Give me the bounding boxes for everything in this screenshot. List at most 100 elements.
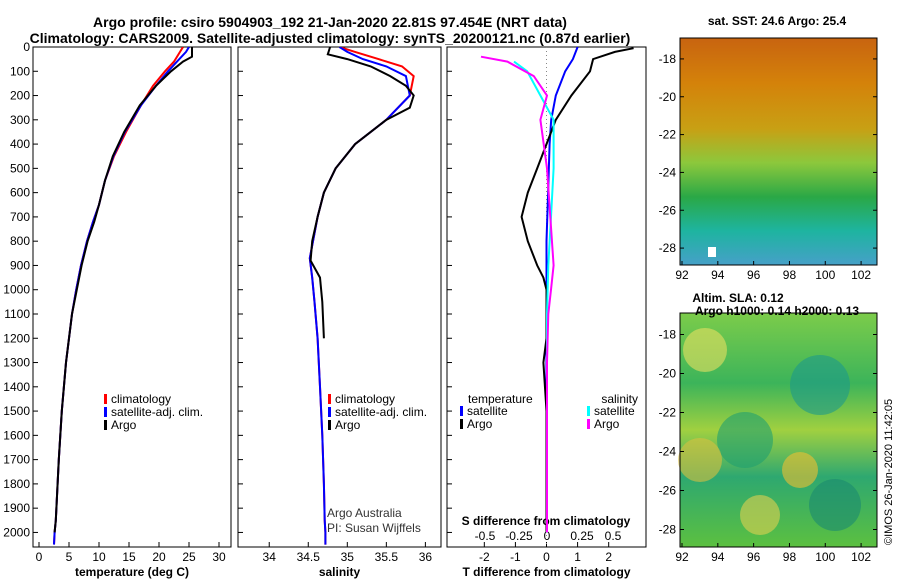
credit-line2: PI: Susan Wijffels (327, 521, 421, 535)
x-tick-label: 20 (152, 550, 166, 564)
plot-frame (237, 46, 442, 548)
x-tick-label: 0 (36, 550, 43, 564)
map-y-tick-label: -18 (659, 328, 677, 342)
depth-tick-label: 1700 (3, 453, 30, 467)
map-frame (679, 37, 878, 266)
depth-tick-label: 800 (10, 234, 30, 248)
map-field (680, 38, 877, 265)
salinity-panel: 34 34.5 35 35.5 36 salinity climatologysatelli… (237, 46, 442, 579)
map-x-tick-label: 92 (675, 268, 689, 282)
depth-tick-label: 1600 (3, 428, 30, 442)
legend-swatch (460, 419, 463, 429)
map-y-tick-label: -26 (659, 484, 677, 498)
depth-tick-label: 600 (10, 186, 30, 200)
map-frame (679, 312, 878, 548)
x-tick-label: 1 (574, 550, 581, 564)
map-x-tick-label: 100 (815, 268, 835, 282)
legend-temp-title: temperature (468, 392, 533, 406)
map-x-tick-label: 98 (783, 268, 797, 282)
depth-tick-label: 1500 (3, 404, 30, 418)
x-tick-label: 36 (419, 550, 433, 564)
x-tick-label: 5 (66, 550, 73, 564)
map-x-tick-label: 96 (747, 268, 761, 282)
x-axis-label: temperature (deg C) (75, 565, 189, 579)
legend-sal-sat: satellite (594, 404, 635, 418)
map-x-tick-label: 96 (747, 550, 761, 564)
depth-tick-label: 1900 (3, 501, 30, 515)
map-x-tick-label: 100 (815, 550, 835, 564)
x-tick-label: 15 (122, 550, 136, 564)
legend-sal-title: salinity (601, 392, 638, 406)
map-x-tick-label: 102 (851, 268, 871, 282)
map-x-tick-label: 102 (851, 550, 871, 564)
sla-blob (740, 495, 780, 535)
series-line-argo (53, 47, 193, 533)
x-tick-label: -1 (510, 550, 521, 564)
series-line-climatology (308, 47, 415, 545)
legend-label: satellite-adj. clim. (111, 405, 203, 419)
s-tick-label: 0 (544, 529, 551, 543)
depth-tick-label: 100 (10, 64, 30, 78)
sla-map-subtitle: Argo h1000: 0.14 h2000: 0.13 (695, 304, 859, 318)
x-axis-label: T difference from climatology (462, 565, 630, 579)
depth-tick-label: 1800 (3, 477, 30, 491)
series-line-temperature-argo (520, 47, 634, 533)
plot-frame (32, 46, 232, 548)
map-y-tick-label: -24 (659, 445, 677, 459)
map-y-tick-label: -18 (659, 52, 677, 66)
x-axis-label: salinity (319, 565, 361, 579)
legend-label: climatology (335, 392, 395, 406)
legend-swatch (587, 419, 590, 429)
series-line-satellite-adj-clim- (308, 47, 411, 545)
map-y-tick-label: -26 (659, 203, 677, 217)
depth-tick-label: 700 (10, 210, 30, 224)
sla-blob (717, 412, 773, 468)
legend-temp-sat: satellite (467, 404, 508, 418)
depth-tick-label: 1000 (3, 283, 30, 297)
legend-swatch (104, 394, 107, 404)
difference-panel: -2 -1 0 1 2-0.5 -0.25 0 0.25 0.5S difference fro… (446, 46, 647, 579)
depth-tick-label: 0 (23, 40, 30, 54)
x-tick-label: 25 (182, 550, 196, 564)
depth-tick-label: 1300 (3, 356, 30, 370)
depth-tick-label: 300 (10, 113, 30, 127)
s-tick-label: -0.25 (505, 529, 533, 543)
legend-label: Argo (111, 418, 137, 432)
s-tick-label: 0.5 (605, 529, 622, 543)
map-x-tick-label: 94 (711, 268, 725, 282)
x-tick-label: 2 (605, 550, 612, 564)
legend-label: satellite-adj. clim. (335, 405, 427, 419)
legend-swatch (328, 394, 331, 404)
page-title-line2: Climatology: CARS2009. Satellite-adjuste… (29, 30, 631, 46)
depth-tick-label: 200 (10, 89, 30, 103)
legend-swatch (587, 406, 590, 416)
series-line-satellite-adj-clim- (53, 47, 190, 545)
legend-temp-argo: Argo (467, 417, 493, 431)
map-y-tick-label: -22 (659, 128, 677, 142)
depth-tick-label: 1100 (4, 307, 30, 321)
sla-blob (683, 328, 727, 372)
x-tick-label: 10 (92, 550, 106, 564)
map-y-tick-label: -22 (659, 406, 677, 420)
legend-swatch (104, 420, 107, 430)
s-tick-label: -0.5 (475, 529, 496, 543)
map-x-tick-label: 94 (711, 550, 725, 564)
depth-tick-label: 2000 (3, 525, 30, 539)
credit-line1: Argo Australia (327, 506, 402, 520)
x-tick-label: 0 (543, 550, 550, 564)
map-x-tick-label: 98 (783, 550, 797, 564)
page-title-line1: Argo profile: csiro 5904903_192 21-Jan-2… (93, 14, 567, 30)
sla-blob (809, 479, 861, 531)
legend-label: climatology (111, 392, 171, 406)
legend-sal-argo: Argo (594, 417, 620, 431)
argo-marker (708, 247, 716, 257)
sla-blob (782, 452, 818, 488)
depth-tick-label: 1400 (3, 380, 30, 394)
map-y-tick-label: -24 (659, 165, 677, 179)
x-tick-label: 30 (212, 550, 226, 564)
x-tick-label: -2 (479, 550, 490, 564)
map-y-tick-label: -20 (659, 90, 677, 104)
x-tick-label: 34.5 (297, 550, 321, 564)
depth-tick-label: 900 (10, 258, 30, 272)
